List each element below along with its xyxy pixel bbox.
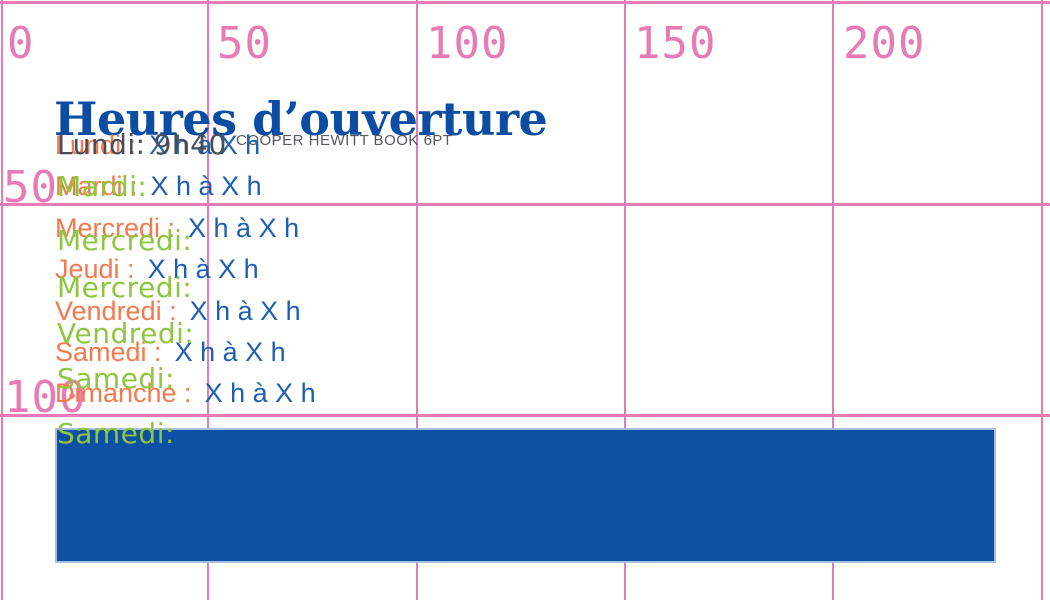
schedule-row-mardi: Mardi : X h à X h <box>55 166 316 207</box>
overlay-line-lundi: Lundi: 9h40 <box>57 131 227 159</box>
overlay-line-samedi-2: Samedi: <box>57 417 175 450</box>
grid-vline-0 <box>1 0 3 600</box>
day-label: Samedi : <box>55 337 162 368</box>
day-label: Dimanche : <box>55 378 192 409</box>
grid-vline-250 <box>1041 0 1043 600</box>
time-value: X h à X h <box>150 171 262 202</box>
overlay-time-value: 9h40 <box>153 128 227 161</box>
overlay-line-vendredi: Vendredi: <box>57 317 195 350</box>
hours-rect <box>55 428 996 563</box>
grid-vline-100 <box>416 0 418 600</box>
time-value: X h à X h <box>147 254 259 285</box>
day-label: Vendredi : <box>55 295 177 326</box>
schedule-row-vendredi: Vendredi : X h à X h <box>55 291 316 332</box>
time-value: X h à X h <box>189 295 301 326</box>
overlay-line-mercredi-1: Mercredi: <box>57 224 193 257</box>
time-value: X h à X h <box>188 212 300 243</box>
grid-hline-50 <box>0 203 1050 206</box>
grid-vline-50 <box>207 0 209 600</box>
grid-label-left-50: 50 <box>3 162 58 213</box>
font-annotation: COOPER HEWITT BOOK 6PT <box>236 132 453 149</box>
grid-label-top-0: 0 <box>7 18 35 69</box>
schedule-row-mercredi: Mercredi : X h à X h <box>55 208 316 249</box>
schedule-row-dimanche: Dimanche : X h à X h <box>55 373 316 414</box>
grid-label-top-50: 50 <box>217 18 272 69</box>
day-label: Mardi : <box>55 171 138 202</box>
overlay-line-mardi: Mardi: <box>57 170 148 203</box>
grid-label-top-100: 100 <box>426 18 509 69</box>
grid-hline-100 <box>0 414 1050 417</box>
day-label: Lundi : <box>55 130 137 160</box>
day-label: Jeudi : <box>55 254 135 285</box>
overlay-line-samedi-1: Samedi: <box>57 362 175 395</box>
time-value: X h à X h <box>174 337 286 368</box>
day-label: Mercredi : <box>55 212 176 243</box>
grid-label-top-200: 200 <box>843 18 926 69</box>
schedule-row-jeudi: Jeudi : X h à X h <box>55 249 316 290</box>
time-value: X h à X h <box>204 378 316 409</box>
grid-label-left-100: 100 <box>4 372 87 423</box>
page-title: Heures d’ouverture <box>54 91 548 146</box>
schedule-list: Lundi : X h à X h Mardi : X h à X h Mercre… <box>55 125 316 415</box>
grid-vline-200 <box>832 0 834 600</box>
grid-hline-0 <box>0 1 1050 4</box>
grid-label-top-150: 150 <box>634 18 717 69</box>
overlay-day-label: Lundi: <box>57 128 146 161</box>
time-value: X h à X h <box>149 130 261 160</box>
grid-vline-150 <box>624 0 626 600</box>
schedule-row-lundi: Lundi : X h à X h <box>55 125 316 166</box>
schedule-row-samedi: Samedi : X h à X h <box>55 332 316 373</box>
overlay-line-mercredi-2: Mercredi: <box>57 271 193 304</box>
